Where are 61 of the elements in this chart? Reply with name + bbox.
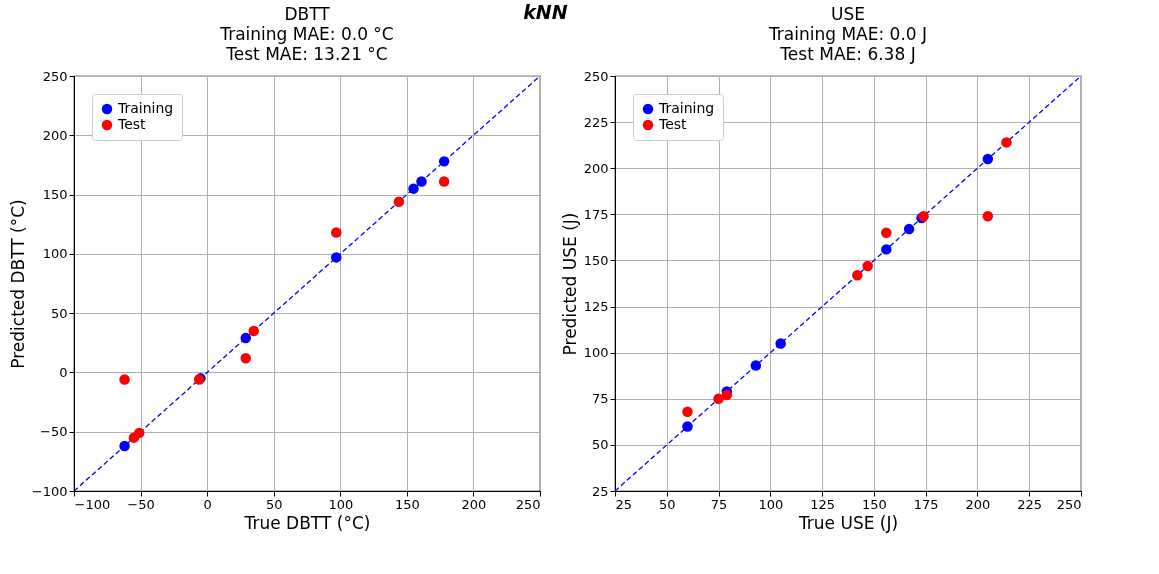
x-tick-label: 250 xyxy=(1056,496,1082,512)
point xyxy=(852,269,863,281)
x-tick-label: 175 xyxy=(913,496,939,512)
x-tick-label: −50 xyxy=(127,496,155,512)
point xyxy=(750,360,762,371)
chart-title: DBTT Training MAE: 0.0 °C Test MAE: 13.21 °C xyxy=(219,4,394,64)
y-tick-label: 225 xyxy=(583,114,609,130)
x-tick-label: −100 xyxy=(74,496,111,512)
y-tick-label: 200 xyxy=(583,160,609,176)
legend-label: Test xyxy=(117,116,147,132)
y-tick-label: 100 xyxy=(42,246,68,262)
y-tick-label: 175 xyxy=(583,206,609,222)
x-axis-title: True DBTT (°C) xyxy=(243,512,371,533)
point xyxy=(682,421,693,432)
y-tick-label: 25 xyxy=(591,483,609,499)
y-tick-label: 100 xyxy=(583,345,609,361)
point xyxy=(862,260,873,272)
x-tick-label: 225 xyxy=(1017,496,1043,512)
y-tick-label: 50 xyxy=(50,305,68,321)
y-axis-title: Predicted USE (J) xyxy=(559,212,580,356)
y-tick-label: −50 xyxy=(40,424,68,440)
x-tick-label: 150 xyxy=(394,496,420,512)
x-tick-label: 200 xyxy=(461,496,487,512)
x-tick-label: 50 xyxy=(265,496,283,512)
x-tick-label: 75 xyxy=(710,496,728,512)
point xyxy=(881,244,892,255)
x-tick-label: 100 xyxy=(328,496,354,512)
x-tick-label: 200 xyxy=(965,496,991,512)
point xyxy=(982,210,994,222)
chart-title: USE Training MAE: 0.0 J Test MAE: 6.38 J xyxy=(767,4,928,64)
legend-label: Test xyxy=(658,116,688,132)
y-tick-label: 0 xyxy=(59,364,68,380)
y-tick-label: 250 xyxy=(42,68,68,84)
point xyxy=(721,389,733,401)
point xyxy=(775,338,786,349)
point xyxy=(713,393,724,405)
y-tick-label: 150 xyxy=(42,187,68,203)
x-tick-label: 0 xyxy=(203,496,212,512)
y-tick-label: 200 xyxy=(42,127,68,143)
legend-label: Training xyxy=(117,100,174,116)
x-tick-label: 250 xyxy=(515,496,541,512)
x-tick-label: 50 xyxy=(659,496,676,512)
x-tick-label: 125 xyxy=(810,496,836,512)
y-tick-label: 75 xyxy=(591,391,609,407)
legend-label: Training xyxy=(658,100,715,116)
y-tick-label: 250 xyxy=(583,68,609,84)
y-tick-label: −100 xyxy=(31,483,68,499)
x-tick-label: 100 xyxy=(758,496,784,512)
point xyxy=(881,227,892,239)
point xyxy=(682,406,693,417)
point xyxy=(903,223,915,235)
x-tick-label: 150 xyxy=(861,496,887,512)
point xyxy=(1001,137,1012,148)
y-tick-label: 125 xyxy=(583,299,609,315)
text: kNN xyxy=(523,1,568,24)
x-axis-title: True USE (J) xyxy=(797,512,899,533)
y-axis-title: Predicted DBTT (°C) xyxy=(7,199,28,369)
x-tick-label: 25 xyxy=(615,496,633,512)
y-tick-label: 150 xyxy=(583,252,609,268)
y-tick-label: 50 xyxy=(591,437,609,453)
point xyxy=(982,153,994,165)
